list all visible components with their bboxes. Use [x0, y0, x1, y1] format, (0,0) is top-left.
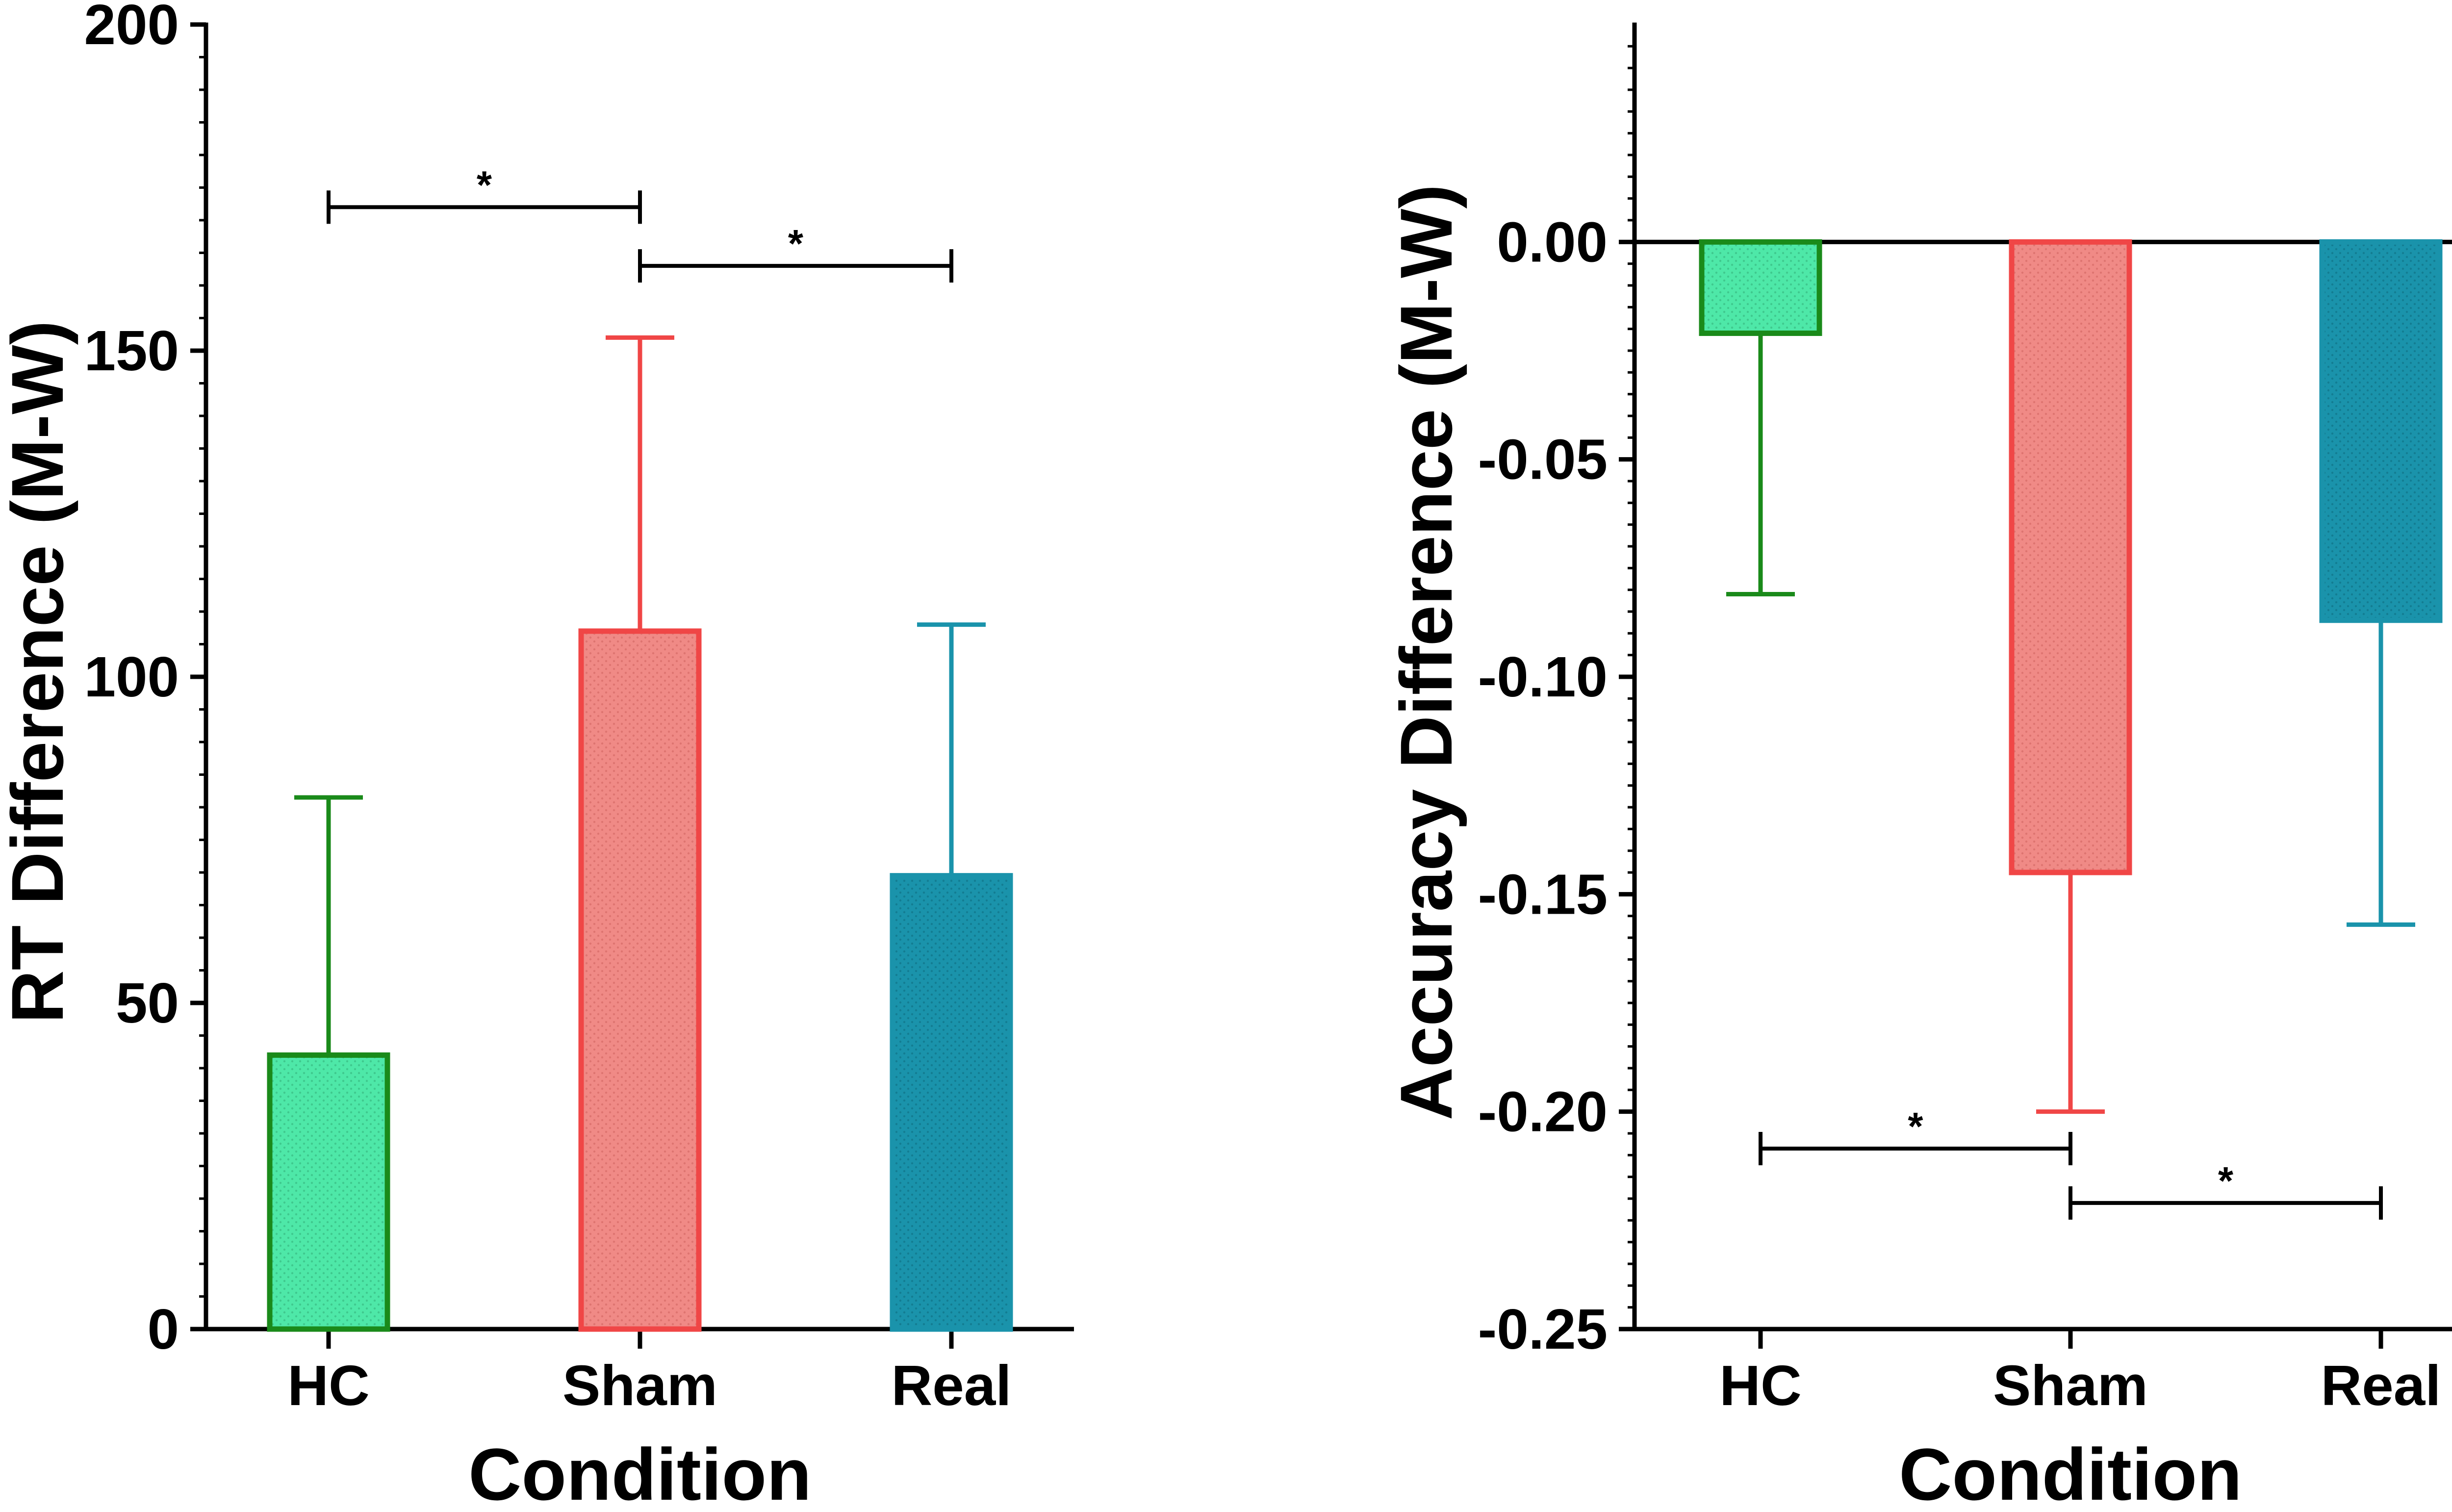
acc-y-tick-label: -0.15 — [1478, 862, 1608, 926]
rt-x-axis-title: Condition — [468, 1433, 812, 1512]
rt-y-tick-label: 50 — [116, 971, 179, 1035]
rt-bar-real — [890, 873, 1013, 1332]
acc-sig-label: * — [1908, 1104, 1923, 1148]
rt-bar-sham — [578, 628, 702, 1332]
acc-x-tick-label: Sham — [1993, 1354, 2148, 1417]
rt-x-tick-labels: HC Sham Real — [287, 1354, 1011, 1417]
rt-y-axis — [190, 22, 208, 1332]
acc-sig-label: * — [2218, 1159, 2234, 1203]
acc-x-tick-label: Real — [2321, 1354, 2441, 1417]
rt-x-tick-label: Sham — [562, 1354, 717, 1417]
acc-y-tick-label: -0.25 — [1478, 1297, 1608, 1361]
acc-y-tick-label: 0.00 — [1497, 210, 1608, 274]
acc-bar-real — [2319, 239, 2443, 623]
accuracy-difference-chart: ** 0.00-0.05-0.10-0.15-0.20-0.25 HC Sham R… — [1385, 23, 2452, 1512]
acc-y-tick-labels: 0.00 -0.05 -0.10 -0.15 -0.20 -0.25 — [1478, 210, 1608, 1361]
acc-x-axis — [1633, 1327, 2452, 1349]
acc-bar-sham — [2009, 239, 2132, 875]
acc-significance: ** — [1759, 1104, 2383, 1220]
acc-x-tick-labels: HC Sham Real — [1719, 1354, 2441, 1417]
rt-bars — [267, 628, 1013, 1332]
acc-y-tick-label: -0.05 — [1478, 428, 1608, 491]
acc-y-axis-title: Accuracy Difference (M-W) — [1385, 184, 1467, 1121]
rt-y-tick-label: 200 — [84, 0, 179, 56]
rt-y-axis-title: RT Difference (M-W) — [0, 320, 78, 1023]
acc-x-tick-label: HC — [1719, 1354, 1802, 1417]
acc-bars — [1699, 239, 2443, 875]
acc-y-tick-label: -0.10 — [1478, 645, 1608, 709]
acc-x-axis-title: Condition — [1899, 1433, 2242, 1512]
acc-y-tick-label: -0.20 — [1478, 1080, 1608, 1144]
acc-y-axis — [1619, 23, 1637, 1332]
rt-x-tick-label: Real — [891, 1354, 1011, 1417]
rt-significance: ** — [327, 163, 953, 283]
rt-bar-hc — [267, 1052, 390, 1332]
acc-error-bars — [1726, 333, 2415, 1114]
rt-y-tick-labels: 0 50 100 150 200 — [84, 0, 179, 1361]
rt-error-bars — [294, 335, 986, 1055]
rt-sig-label: * — [788, 222, 804, 265]
rt-y-tick-label: 100 — [84, 645, 179, 709]
rt-y-tick-label: 150 — [84, 319, 179, 383]
rt-x-tick-label: HC — [287, 1354, 370, 1417]
rt-x-axis — [204, 1327, 1074, 1349]
rt-sig-label: * — [477, 163, 492, 206]
acc-bar-hc — [1699, 239, 1822, 336]
rt-y-tick-label: 0 — [147, 1297, 179, 1361]
